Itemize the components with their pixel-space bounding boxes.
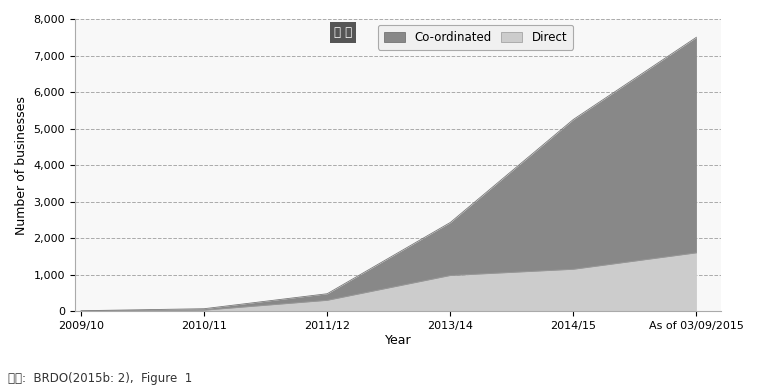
Legend: Co-ordinated, Direct: Co-ordinated, Direct <box>377 25 573 50</box>
Text: 출저:  BRDO(2015b: 2),  Figure  1: 출저: BRDO(2015b: 2), Figure 1 <box>8 372 192 385</box>
X-axis label: Year: Year <box>384 334 411 347</box>
Y-axis label: Number of businesses: Number of businesses <box>15 96 28 235</box>
Text: 범 레: 범 레 <box>334 26 352 39</box>
